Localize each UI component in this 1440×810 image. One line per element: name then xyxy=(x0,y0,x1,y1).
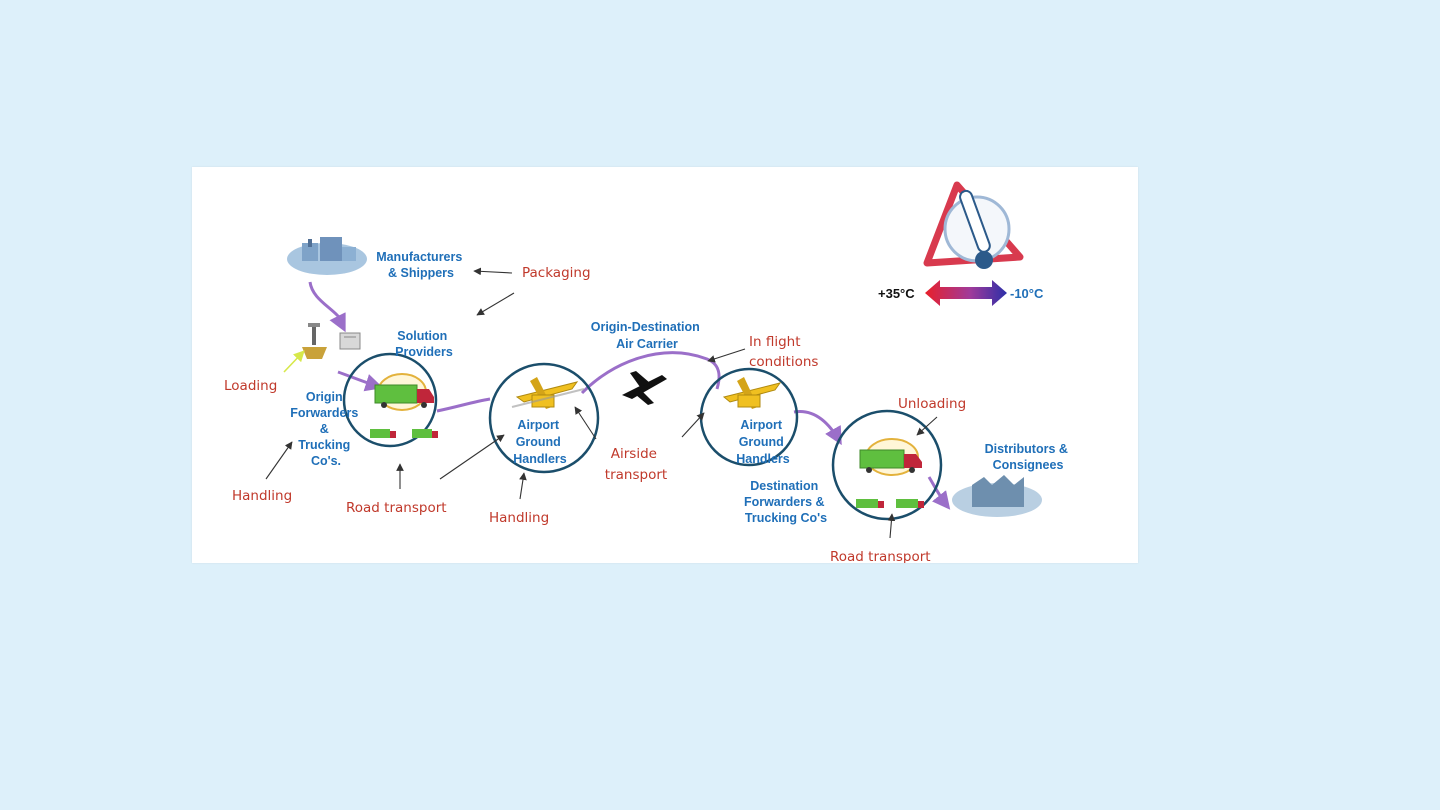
cargo-plane-icon xyxy=(511,377,585,409)
label-road-transport-2: Road transport xyxy=(830,549,931,563)
airport-handlers-circle-2 xyxy=(699,367,799,467)
label-in-flight: In flight conditions xyxy=(749,334,818,370)
airplane-icon xyxy=(622,371,667,405)
label-road-transport-1: Road transport xyxy=(346,500,447,516)
label-solution-providers: Solution Providers xyxy=(395,329,453,359)
label-distributors: Distributors & Consignees xyxy=(985,442,1072,472)
label-airport-handlers-1: Airport Ground Handlers xyxy=(513,418,567,466)
label-handling-1: Handling xyxy=(232,488,292,504)
cargo-plane-icon-2 xyxy=(722,377,782,409)
label-unloading: Unloading xyxy=(898,396,966,412)
factory-icon xyxy=(287,237,367,275)
warehouse-icon xyxy=(952,475,1042,517)
temp-high: +35°C xyxy=(878,286,915,301)
small-truck-icon-2 xyxy=(856,499,924,508)
label-manufacturers: Manufacturers & Shippers xyxy=(376,250,466,280)
label-airside-transport: Airside transport xyxy=(605,446,667,483)
label-air-carrier: Origin-Destination Air Carrier xyxy=(591,320,704,351)
label-origin-forwarders: Origin Forwarders & Trucking Co's. xyxy=(290,390,362,468)
pointer-arrows xyxy=(265,267,938,539)
temperature-range-arrow: +35°C -10°C xyxy=(878,280,1044,306)
truck-icon xyxy=(374,384,434,408)
temp-low: -10°C xyxy=(1010,286,1044,301)
label-packaging: Packaging xyxy=(522,265,591,281)
loading-arrow xyxy=(283,350,305,373)
flow-path xyxy=(308,281,951,510)
cargo-box-icon xyxy=(339,332,361,350)
thermometer-warning-icon xyxy=(923,181,1024,269)
loading-crane-icon xyxy=(302,323,327,359)
airport-handlers-circle-1 xyxy=(488,362,600,474)
label-airport-handlers-2: Airport Ground Handlers xyxy=(736,418,790,466)
destination-trucking-circle xyxy=(831,409,943,521)
truck-icon-2 xyxy=(859,449,922,473)
label-destination-forwarders: Destination Forwarders & Trucking Co's xyxy=(744,479,828,525)
cold-chain-diagram: +35°C -10°C Manufacturers & Shippers Sol… xyxy=(224,181,1072,563)
small-truck-icon xyxy=(370,429,438,438)
label-handling-2: Handling xyxy=(489,510,549,526)
origin-trucking-circle xyxy=(342,352,438,448)
supply-chain-panel: +35°C -10°C Manufacturers & Shippers Sol… xyxy=(192,167,1138,563)
label-loading: Loading xyxy=(224,378,277,394)
